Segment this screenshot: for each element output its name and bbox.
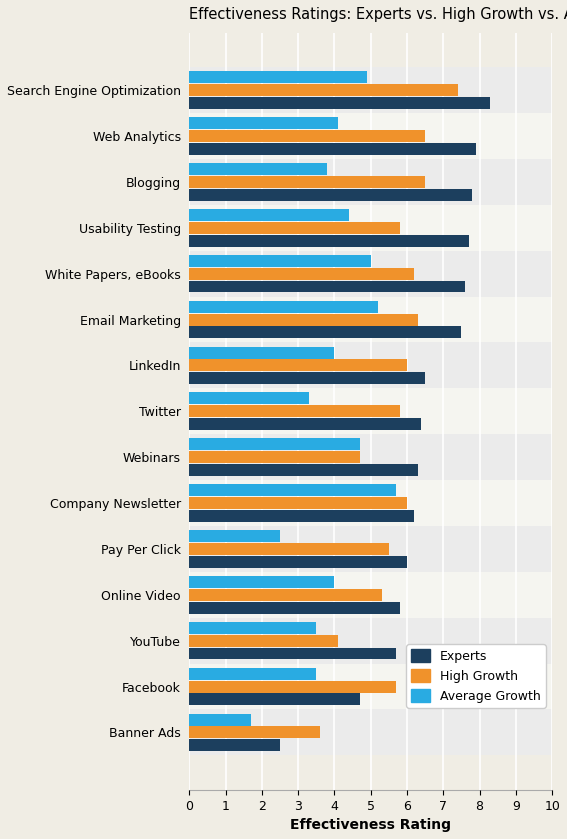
- Bar: [189, 555, 407, 568]
- Bar: [189, 680, 396, 692]
- Bar: [189, 739, 280, 751]
- Bar: [189, 143, 476, 155]
- Bar: [189, 622, 316, 633]
- Bar: [189, 543, 389, 555]
- Bar: [189, 572, 552, 618]
- Bar: [189, 359, 407, 372]
- Bar: [189, 576, 335, 588]
- Bar: [189, 117, 338, 129]
- Bar: [189, 280, 465, 293]
- Bar: [189, 255, 371, 267]
- Bar: [189, 526, 552, 572]
- Bar: [189, 635, 338, 647]
- Bar: [189, 159, 552, 205]
- Bar: [189, 648, 396, 659]
- Bar: [189, 342, 552, 388]
- Bar: [189, 664, 552, 710]
- Bar: [189, 130, 425, 142]
- Bar: [189, 209, 349, 221]
- Bar: [189, 71, 367, 83]
- Bar: [189, 480, 552, 526]
- Bar: [189, 530, 280, 542]
- Text: Effectiveness Ratings: Experts vs. High Growth vs. Average Firms: Effectiveness Ratings: Experts vs. High …: [189, 7, 567, 22]
- Bar: [189, 418, 421, 430]
- Bar: [189, 451, 360, 463]
- Bar: [189, 727, 320, 738]
- Bar: [189, 67, 552, 113]
- Bar: [189, 484, 396, 496]
- Bar: [189, 589, 382, 601]
- Bar: [189, 235, 469, 247]
- Bar: [189, 163, 327, 175]
- Bar: [189, 189, 472, 201]
- Bar: [189, 326, 462, 338]
- Bar: [189, 314, 418, 326]
- Bar: [189, 405, 400, 417]
- Bar: [189, 297, 552, 342]
- Bar: [189, 435, 552, 480]
- Bar: [189, 347, 335, 358]
- Bar: [189, 618, 552, 664]
- Bar: [189, 694, 360, 706]
- Bar: [189, 388, 552, 435]
- Bar: [189, 113, 552, 159]
- Bar: [189, 221, 400, 234]
- Bar: [189, 268, 414, 279]
- Bar: [189, 205, 552, 251]
- Bar: [189, 710, 552, 755]
- Bar: [189, 668, 316, 680]
- Bar: [189, 176, 425, 188]
- Bar: [189, 393, 309, 404]
- Bar: [189, 97, 490, 109]
- Bar: [189, 714, 251, 726]
- Bar: [189, 251, 552, 297]
- Bar: [189, 84, 458, 96]
- Bar: [189, 300, 378, 313]
- Bar: [189, 373, 425, 384]
- Bar: [189, 497, 407, 509]
- Bar: [189, 510, 414, 522]
- Bar: [189, 438, 360, 451]
- Bar: [189, 464, 418, 476]
- Bar: [189, 602, 400, 613]
- X-axis label: Effectiveness Rating: Effectiveness Rating: [290, 818, 451, 832]
- Legend: Experts, High Growth, Average Growth: Experts, High Growth, Average Growth: [407, 644, 546, 708]
